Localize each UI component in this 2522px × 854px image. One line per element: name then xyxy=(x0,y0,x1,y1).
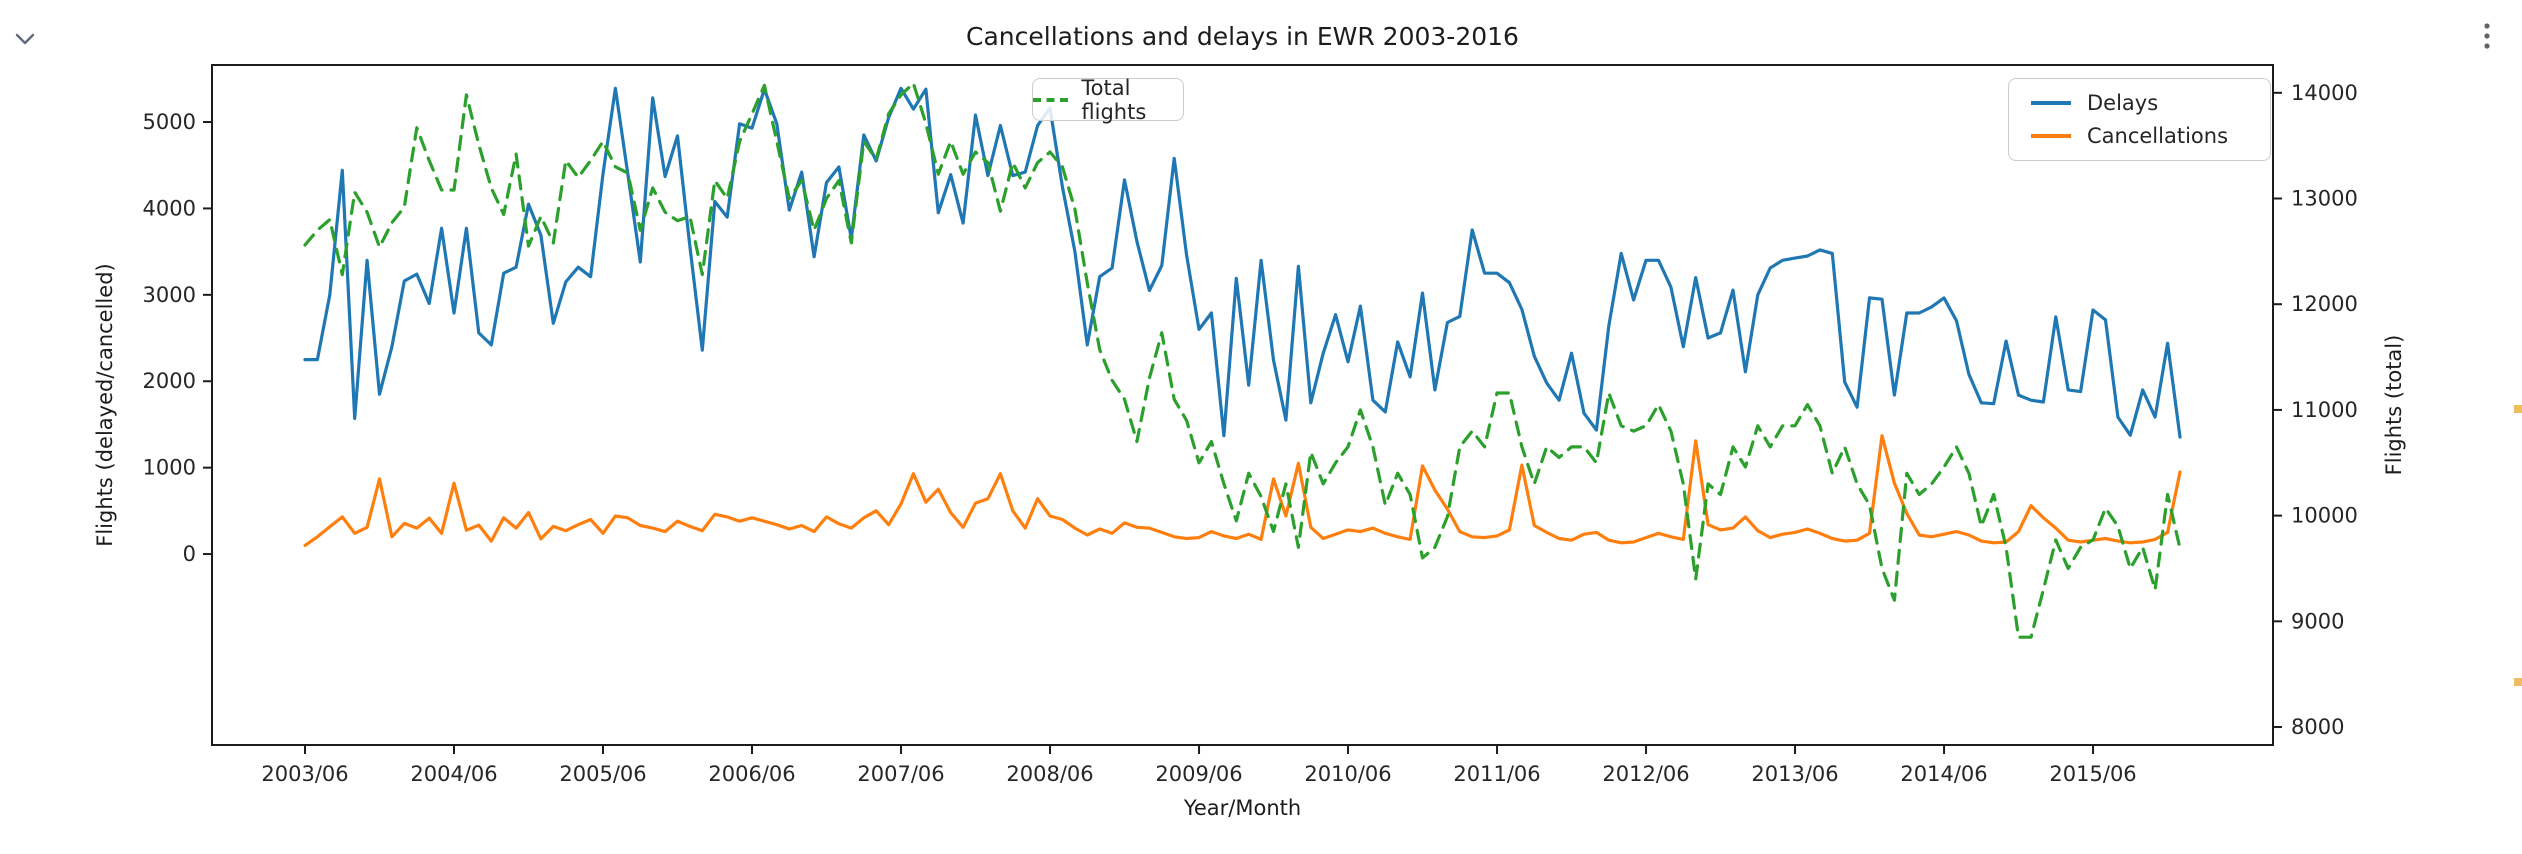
cancellations-line xyxy=(303,434,2182,548)
legend-label-cancellations: Cancellations xyxy=(2087,124,2229,148)
chart-title: Cancellations and delays in EWR 2003-201… xyxy=(966,22,1519,51)
y-tick-label-left: 2000 xyxy=(143,369,196,393)
chevron-down-icon xyxy=(15,33,35,45)
legend-row-cancellations: Cancellations xyxy=(2031,124,2270,148)
x-tick-label: 2007/06 xyxy=(857,762,944,786)
solid-line-sample-delays xyxy=(2031,101,2071,105)
x-tick-label: 2009/06 xyxy=(1155,762,1242,786)
y-tick-label-left: 5000 xyxy=(143,110,196,134)
x-tick-label: 2010/06 xyxy=(1304,762,1391,786)
y-tick-label-left: 4000 xyxy=(143,196,196,220)
scroll-marker-2[interactable] xyxy=(2514,678,2522,686)
y-tick-label-right: 13000 xyxy=(2291,187,2358,211)
x-tick-label: 2004/06 xyxy=(410,762,497,786)
y-tick-label-right: 14000 xyxy=(2291,81,2358,105)
x-axis-label: Year/Month xyxy=(1183,796,1302,820)
y-tick-label-left: 3000 xyxy=(143,283,196,307)
delays-line xyxy=(303,86,2182,439)
cell-collapse-button[interactable] xyxy=(10,26,40,54)
legend-row-delays: Delays xyxy=(2031,91,2270,115)
x-tick-label: 2003/06 xyxy=(261,762,348,786)
x-tick-label: 2006/06 xyxy=(708,762,795,786)
solid-line-sample-cancellations xyxy=(2031,134,2071,138)
y-tick-label-right: 9000 xyxy=(2291,609,2344,633)
y-tick-label-right: 8000 xyxy=(2291,715,2344,739)
cell-menu-button[interactable] xyxy=(2472,16,2502,56)
x-tick-label: 2005/06 xyxy=(559,762,646,786)
x-tick-label: 2011/06 xyxy=(1453,762,1540,786)
x-tick-label: 2012/06 xyxy=(1602,762,1689,786)
legend-label-total-flights: Total flights xyxy=(1081,75,1147,124)
legend-label-delays: Delays xyxy=(2087,91,2159,115)
x-tick-label: 2015/06 xyxy=(2049,762,2136,786)
y-tick-label-left: 0 xyxy=(183,542,196,566)
y-tick-label-left: 1000 xyxy=(143,456,196,480)
legend-delays-cancellations: Delays Cancellations xyxy=(2008,78,2271,161)
y-tick-label-right: 10000 xyxy=(2291,504,2358,528)
scroll-marker-1[interactable] xyxy=(2514,405,2522,413)
y-tick-label-right: 11000 xyxy=(2291,398,2358,422)
legend-total-flights: Total flights xyxy=(1032,75,1184,124)
total-flights-line xyxy=(303,81,2182,639)
axes-spines xyxy=(211,64,2274,746)
x-tick-label: 2014/06 xyxy=(1900,762,1987,786)
y-axis-label-right: Flights (total) xyxy=(2382,334,2406,476)
kebab-menu-icon xyxy=(2484,23,2490,49)
dashed-line-sample xyxy=(1033,97,1069,102)
x-tick-label: 2008/06 xyxy=(1006,762,1093,786)
x-tick-label: 2013/06 xyxy=(1751,762,1838,786)
y-tick-label-right: 12000 xyxy=(2291,292,2358,316)
y-axis-label-left: Flights (delayed/cancelled) xyxy=(93,263,117,547)
